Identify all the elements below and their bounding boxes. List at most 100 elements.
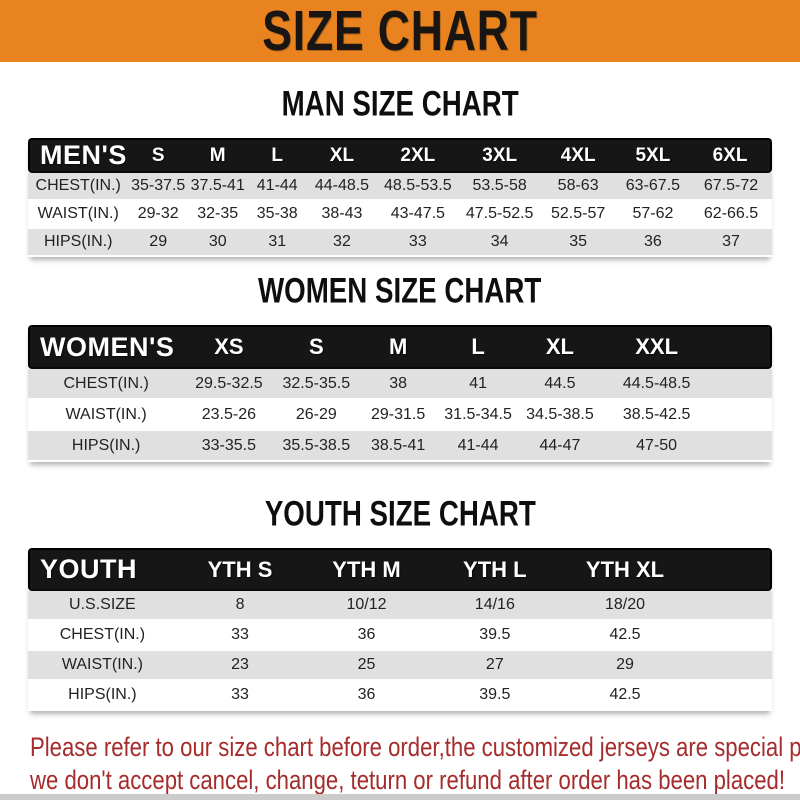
women-section-heading: WOMEN SIZE CHART bbox=[0, 270, 800, 311]
cell: 8 bbox=[176, 591, 304, 621]
men-hips-row: HIPS(IN.) 29 30 31 32 33 34 35 36 37 bbox=[28, 229, 772, 257]
youth-waist-row: WAIST(IN.) 23 25 27 29 bbox=[28, 651, 772, 681]
cell: 33 bbox=[176, 681, 304, 711]
men-col-header: 4XL bbox=[540, 138, 616, 173]
man-section-heading: MAN SIZE CHART bbox=[0, 83, 800, 124]
men-col-header: L bbox=[247, 138, 307, 173]
men-header-row: MEN'S S M L XL 2XL 3XL 4XL 5XL 6XL bbox=[28, 138, 772, 173]
cell: 33 bbox=[376, 229, 459, 257]
row-label: HIPS(IN.) bbox=[28, 229, 129, 257]
cell: 32.5-35.5 bbox=[273, 369, 360, 400]
youth-col-header: YTH S bbox=[176, 548, 304, 591]
order-notice-line-2: we don't accept cancel, change, teturn o… bbox=[30, 765, 786, 795]
women-header-row: WOMEN'S XS S M L XL XXL bbox=[28, 325, 772, 369]
banner-title: SIZE CHART bbox=[262, 0, 538, 63]
men-col-header: 6XL bbox=[690, 138, 772, 173]
cell: 23.5-26 bbox=[184, 400, 274, 431]
cell: 33 bbox=[176, 621, 304, 651]
cell: 42.5 bbox=[559, 681, 691, 711]
youth-section-heading: YOUTH SIZE CHART bbox=[0, 494, 800, 532]
women-col-header: L bbox=[437, 325, 519, 369]
size-chart-banner: SIZE CHART bbox=[0, 0, 800, 62]
men-col-header: 3XL bbox=[458, 138, 541, 173]
cell: 39.5 bbox=[429, 681, 560, 711]
youth-hips-row: HIPS(IN.) 33 36 39.5 42.5 bbox=[28, 681, 772, 711]
men-col-header: M bbox=[187, 138, 248, 173]
cell: 63-67.5 bbox=[615, 173, 691, 201]
cell: 48.5-53.5 bbox=[376, 173, 459, 201]
cell: 36 bbox=[303, 621, 430, 651]
cell: 44-47 bbox=[519, 431, 601, 462]
cell: 52.5-57 bbox=[540, 201, 616, 229]
men-col-header: 5XL bbox=[615, 138, 691, 173]
cell: 29.5-32.5 bbox=[184, 369, 274, 400]
cell: 37.5-41 bbox=[187, 173, 248, 201]
row-label: WAIST(IN.) bbox=[28, 400, 185, 431]
cell: 18/20 bbox=[559, 591, 691, 621]
cell: 32-35 bbox=[187, 201, 248, 229]
cell: 41-44 bbox=[247, 173, 307, 201]
men-col-header: XL bbox=[306, 138, 377, 173]
filler-cell bbox=[690, 621, 772, 651]
filler-cell bbox=[690, 591, 772, 621]
women-chest-row: CHEST(IN.) 29.5-32.5 32.5-35.5 38 41 44.… bbox=[28, 369, 772, 400]
cell: 31.5-34.5 bbox=[437, 400, 519, 431]
cell: 38 bbox=[359, 369, 438, 400]
cell: 33-35.5 bbox=[184, 431, 274, 462]
cell: 44.5-48.5 bbox=[600, 369, 713, 400]
cell: 36 bbox=[303, 681, 430, 711]
youth-header-row: YOUTH YTH S YTH M YTH L YTH XL bbox=[28, 548, 772, 591]
cell: 29-32 bbox=[128, 201, 188, 229]
filler-cell bbox=[712, 400, 772, 431]
cell: 37 bbox=[690, 229, 772, 257]
order-notice: Please refer to our size chart before or… bbox=[30, 731, 800, 797]
women-col-header: M bbox=[359, 325, 438, 369]
youth-col-header: YTH L bbox=[429, 548, 560, 591]
filler-cell bbox=[712, 369, 772, 400]
cell: 35-38 bbox=[247, 201, 307, 229]
cell: 58-63 bbox=[540, 173, 616, 201]
cell: 31 bbox=[247, 229, 307, 257]
filler-cell bbox=[690, 681, 772, 711]
cell: 47-50 bbox=[600, 431, 713, 462]
youth-col-header: YTH XL bbox=[559, 548, 691, 591]
cell: 29 bbox=[559, 651, 691, 681]
filler-cell bbox=[690, 548, 772, 591]
row-label: U.S.SIZE bbox=[28, 591, 177, 621]
row-label: CHEST(IN.) bbox=[28, 173, 129, 201]
men-table-label: MEN'S bbox=[28, 138, 129, 173]
women-waist-row: WAIST(IN.) 23.5-26 26-29 29-31.5 31.5-34… bbox=[28, 400, 772, 431]
men-size-table: MEN'S S M L XL 2XL 3XL 4XL 5XL 6XL CHEST… bbox=[28, 138, 772, 257]
cell: 27 bbox=[429, 651, 560, 681]
women-heading-text: WOMEN SIZE CHART bbox=[258, 270, 542, 311]
women-hips-row: HIPS(IN.) 33-35.5 35.5-38.5 38.5-41 41-4… bbox=[28, 431, 772, 462]
cell: 43-47.5 bbox=[376, 201, 459, 229]
women-table-label: WOMEN'S bbox=[28, 325, 185, 369]
cell: 39.5 bbox=[429, 621, 560, 651]
cell: 67.5-72 bbox=[690, 173, 772, 201]
cell: 44-48.5 bbox=[306, 173, 377, 201]
youth-table-label: YOUTH bbox=[28, 548, 177, 591]
bottom-edge-strip bbox=[0, 794, 800, 800]
cell: 29-31.5 bbox=[359, 400, 438, 431]
cell: 34 bbox=[458, 229, 541, 257]
youth-size-table: YOUTH YTH S YTH M YTH L YTH XL U.S.SIZE … bbox=[28, 548, 772, 711]
cell: 38.5-41 bbox=[359, 431, 438, 462]
women-col-header: XXL bbox=[600, 325, 713, 369]
cell: 42.5 bbox=[559, 621, 691, 651]
cell: 35.5-38.5 bbox=[273, 431, 360, 462]
row-label: HIPS(IN.) bbox=[28, 681, 177, 711]
cell: 38.5-42.5 bbox=[600, 400, 713, 431]
cell: 23 bbox=[176, 651, 304, 681]
women-col-header: XS bbox=[184, 325, 274, 369]
men-chest-row: CHEST(IN.) 35-37.5 37.5-41 41-44 44-48.5… bbox=[28, 173, 772, 201]
cell: 34.5-38.5 bbox=[519, 400, 601, 431]
row-label: WAIST(IN.) bbox=[28, 651, 177, 681]
youth-col-header: YTH M bbox=[303, 548, 430, 591]
row-label: WAIST(IN.) bbox=[28, 201, 129, 229]
cell: 32 bbox=[306, 229, 377, 257]
youth-ussize-row: U.S.SIZE 8 10/12 14/16 18/20 bbox=[28, 591, 772, 621]
row-label: CHEST(IN.) bbox=[28, 369, 185, 400]
man-heading-text: MAN SIZE CHART bbox=[281, 83, 519, 124]
cell: 29 bbox=[128, 229, 188, 257]
